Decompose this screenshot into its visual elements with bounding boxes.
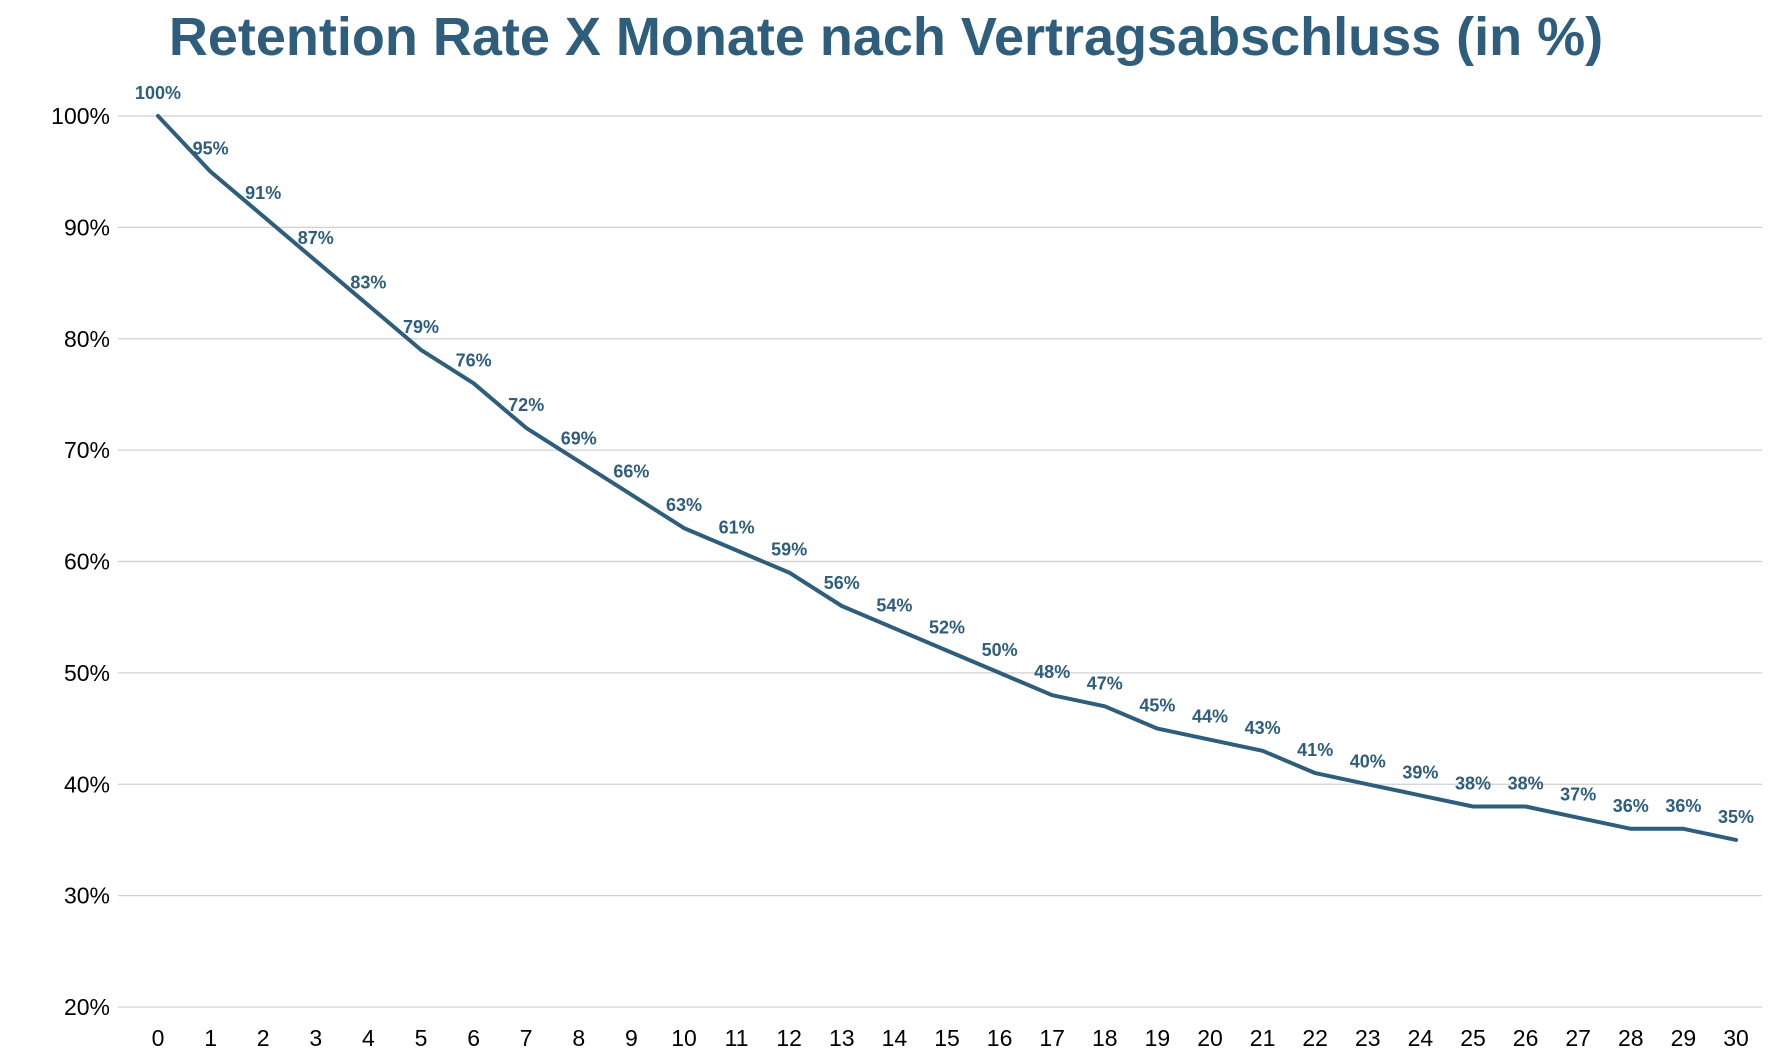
x-tick-label: 8 <box>572 1025 585 1051</box>
grid-layer <box>118 115 1762 1008</box>
x-tick-label: 6 <box>467 1025 480 1051</box>
x-tick-label: 12 <box>776 1025 802 1051</box>
data-label: 40% <box>1350 751 1386 771</box>
x-tick-label: 30 <box>1723 1025 1749 1051</box>
x-tick-label: 11 <box>725 1025 749 1051</box>
x-tick-label: 27 <box>1565 1025 1591 1051</box>
data-label: 52% <box>929 618 965 638</box>
series-layer <box>156 114 1738 842</box>
x-tick-label: 17 <box>1039 1025 1065 1051</box>
data-label: 76% <box>456 350 492 370</box>
data-label: 63% <box>666 495 702 515</box>
data-label: 38% <box>1508 774 1544 794</box>
x-tick-label: 28 <box>1618 1025 1644 1051</box>
data-label: 48% <box>1034 662 1070 682</box>
data-label: 69% <box>561 428 597 448</box>
x-tick-label: 26 <box>1513 1025 1539 1051</box>
data-label: 39% <box>1402 762 1438 782</box>
data-label: 45% <box>1139 696 1175 716</box>
y-tick-label: 70% <box>64 437 110 463</box>
x-tick-label: 21 <box>1250 1025 1276 1051</box>
data-label: 35% <box>1718 807 1754 827</box>
data-label: 91% <box>245 183 281 203</box>
x-tick-label: 29 <box>1671 1025 1697 1051</box>
y-tick-label: 30% <box>64 883 110 909</box>
data-label: 36% <box>1665 796 1701 816</box>
data-label: 36% <box>1613 796 1649 816</box>
data-label: 54% <box>876 595 912 615</box>
y-tick-label: 20% <box>64 994 110 1020</box>
x-tick-label: 18 <box>1092 1025 1118 1051</box>
data-label: 47% <box>1087 673 1123 693</box>
y-tick-label: 80% <box>64 326 110 352</box>
y-tick-label: 100% <box>51 103 110 129</box>
data-label: 83% <box>350 272 386 292</box>
data-label: 95% <box>193 139 229 159</box>
x-axis-ticks: 0 1 2 3 4 5 6 7 8 9 10 11 12 13 14 15 16 17 18 19 20 21 22 23 24… <box>152 1025 1749 1051</box>
x-tick-label: 4 <box>362 1025 375 1051</box>
x-tick-label: 10 <box>671 1025 697 1051</box>
data-label: 43% <box>1245 718 1281 738</box>
x-tick-label: 3 <box>309 1025 322 1051</box>
x-tick-label: 22 <box>1302 1025 1328 1051</box>
x-tick-label: 0 <box>152 1025 165 1051</box>
x-tick-label: 15 <box>934 1025 960 1051</box>
x-tick-label: 2 <box>257 1025 270 1051</box>
x-tick-label: 7 <box>520 1025 533 1051</box>
y-tick-label: 90% <box>64 214 110 240</box>
data-label: 38% <box>1455 774 1491 794</box>
series-line <box>156 114 1738 842</box>
x-tick-label: 25 <box>1460 1025 1486 1051</box>
data-label: 37% <box>1560 785 1596 805</box>
x-tick-label: 19 <box>1145 1025 1171 1051</box>
y-tick-label: 60% <box>64 549 110 575</box>
data-label: 50% <box>982 640 1018 660</box>
data-label: 72% <box>508 395 544 415</box>
x-tick-label: 5 <box>415 1025 428 1051</box>
data-label: 66% <box>613 462 649 482</box>
data-label: 41% <box>1297 740 1333 760</box>
data-label: 87% <box>298 228 334 248</box>
x-tick-label: 1 <box>204 1025 217 1051</box>
chart-title: Retention Rate X Monate nach Vertragsabs… <box>168 7 1604 67</box>
data-label: 56% <box>824 573 860 593</box>
x-tick-label: 24 <box>1408 1025 1434 1051</box>
x-tick-label: 23 <box>1355 1025 1381 1051</box>
y-axis-ticks: 20% 30% 40% 50% 60% 70% 80% 90% 100% <box>51 103 110 1020</box>
data-label: 61% <box>719 517 755 537</box>
x-tick-label: 14 <box>882 1025 908 1051</box>
y-tick-label: 40% <box>64 771 110 797</box>
x-tick-label: 13 <box>829 1025 855 1051</box>
data-label: 44% <box>1192 707 1228 727</box>
x-tick-label: 16 <box>987 1025 1013 1051</box>
data-label: 59% <box>771 540 807 560</box>
y-tick-label: 50% <box>64 660 110 686</box>
data-labels: 100% 95% 91% 87% 83% 79% 76% 72% 69% 66% 63% 61% 59%… <box>135 83 1754 827</box>
data-label: 79% <box>403 317 439 337</box>
x-tick-label: 20 <box>1197 1025 1223 1051</box>
x-tick-label: 9 <box>625 1025 638 1051</box>
data-label: 100% <box>135 83 181 103</box>
